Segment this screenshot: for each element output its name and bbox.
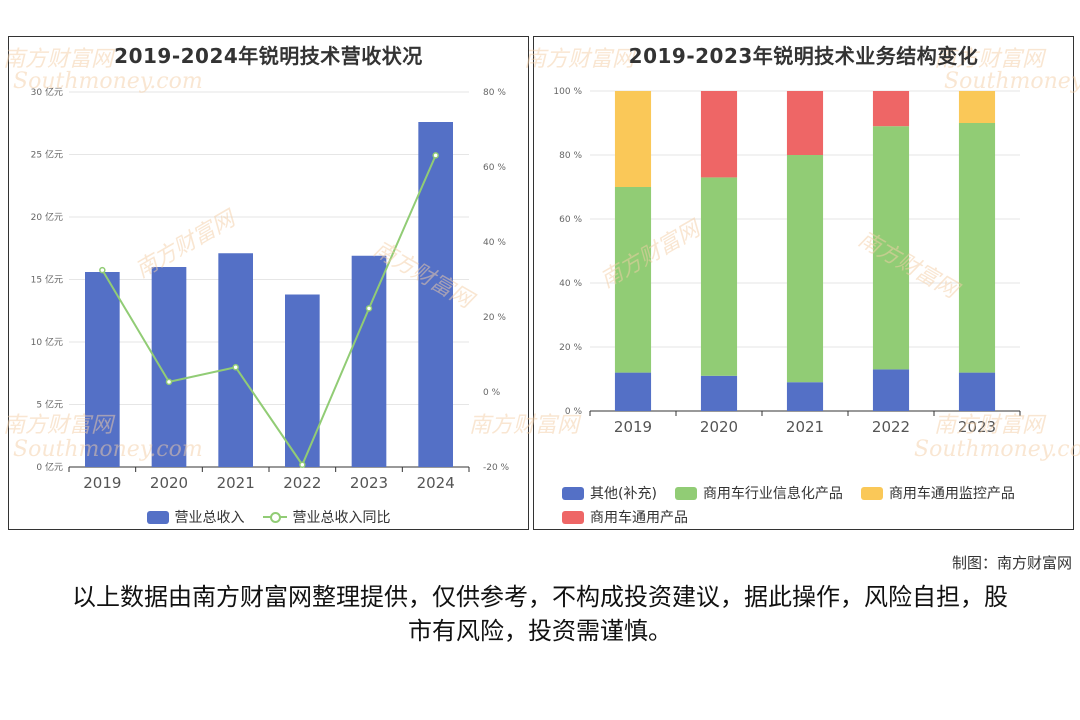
other-segment	[958, 372, 996, 411]
yoy-point	[299, 461, 306, 468]
x-tick-label: 2020	[150, 474, 188, 492]
legend-label-industry-info: 商用车行业信息化产品	[702, 486, 843, 502]
industry-info-segment	[614, 187, 652, 373]
disclaimer-text: 以上数据由南方财富网整理提供，仅供参考，不构成投资建议，据此操作，风险自担，股市…	[72, 583, 1008, 645]
y-right-tick-label: 0 %	[483, 388, 501, 398]
business-structure-legend: 其他(补充) 商用车行业信息化产品 商用车通用监控产品 商用车通用产品	[562, 483, 1053, 527]
y-right-tick-label: 60 %	[483, 163, 506, 173]
legend-swatch-other	[562, 486, 584, 500]
industry-info-segment	[872, 126, 910, 370]
legend-item-general-monitor[interactable]: 商用车通用监控产品	[860, 483, 1015, 503]
y-tick-label: 20 %	[559, 343, 582, 353]
x-tick-label: 2023	[958, 418, 996, 436]
x-tick-label: 2024	[417, 474, 455, 492]
revenue-bar	[151, 267, 187, 467]
legend-label-revenue: 营业总收入	[174, 510, 245, 526]
x-tick-label: 2021	[786, 418, 824, 436]
y-tick-label: 60 %	[559, 215, 582, 225]
legend-label-general-monitor: 商用车通用监控产品	[888, 486, 1015, 502]
y-tick-label: 40 %	[559, 279, 582, 289]
legend-item-revenue[interactable]: 营业总收入	[146, 507, 245, 527]
y-left-tick-label: 5 亿元	[36, 399, 63, 411]
legend-label-other: 其他(补充)	[590, 486, 657, 502]
business-structure-title: 2019-2023年锐明技术业务结构变化	[628, 44, 979, 68]
industry-info-segment	[958, 123, 996, 373]
y-right-tick-label: 20 %	[483, 313, 506, 323]
y-tick-label: 100 %	[553, 87, 582, 97]
legend-label-general-products: 商用车通用产品	[590, 510, 688, 526]
industry-info-segment	[786, 155, 824, 383]
yoy-point	[432, 152, 439, 159]
legend-item-other[interactable]: 其他(补充)	[562, 483, 657, 503]
x-tick-label: 2021	[217, 474, 255, 492]
revenue-chart-legend: 营业总收入 营业总收入同比	[9, 507, 528, 527]
y-left-tick-label: 25 亿元	[31, 149, 63, 161]
revenue-chart-panel: 2019-2024年锐明技术营收状况 0 亿元 5 亿元 10 亿元 15 亿元 20 …	[3, 36, 579, 530]
y-right-tick-label: 80 %	[483, 88, 506, 98]
y-right-tick-label: -20 %	[483, 463, 510, 473]
y-left-tick-label: 30 亿元	[31, 86, 63, 98]
legend-swatch-revenue	[146, 510, 169, 524]
other-segment	[700, 375, 738, 411]
y-left-tick-label: 20 亿元	[31, 211, 63, 223]
x-tick-label: 2019	[614, 418, 652, 436]
y-left-tick-label: 15 亿元	[31, 274, 63, 286]
x-tick-label: 2019	[83, 474, 121, 492]
x-tick-label: 2023	[350, 474, 388, 492]
other-segment	[786, 382, 824, 411]
industry-info-segment	[700, 177, 738, 376]
legend-swatch-yoy	[262, 510, 287, 524]
revenue-bar	[418, 122, 453, 467]
x-tick-label: 2022	[283, 474, 321, 492]
y-left-tick-label: 10 亿元	[31, 336, 63, 348]
general-products-segment	[700, 91, 738, 178]
x-tick-label: 2022	[872, 418, 910, 436]
other-segment	[872, 369, 910, 411]
business-structure-panel: 2019-2023年锐明技术业务结构变化 0 % 20 % 40 % 60 % 80 %…	[524, 36, 1080, 530]
revenue-chart-title: 2019-2024年锐明技术营收状况	[114, 44, 423, 68]
general-monitor-segment	[614, 91, 652, 187]
legend-item-yoy[interactable]: 营业总收入同比	[262, 507, 391, 527]
yoy-point	[232, 364, 239, 371]
x-tick-label: 2020	[700, 418, 738, 436]
general-products-segment	[786, 91, 824, 155]
revenue-bar	[285, 294, 320, 467]
y-left-tick-label: 0 亿元	[36, 461, 63, 473]
yoy-point	[165, 378, 173, 386]
revenue-chart-svg: 0 亿元 5 亿元 10 亿元 15 亿元 20 亿元 25 亿元 30 亿元 -20 % 0 …	[31, 86, 510, 492]
legend-item-industry-info[interactable]: 商用车行业信息化产品	[674, 483, 843, 503]
yoy-line	[101, 154, 437, 467]
legend-swatch-general-monitor	[860, 486, 883, 500]
general-products-segment	[872, 91, 910, 127]
revenue-bar	[85, 272, 120, 467]
chart-credit: 制图：南方财富网	[951, 554, 1072, 572]
y-tick-label: 80 %	[559, 151, 582, 161]
y-tick-label: 0 %	[565, 407, 583, 417]
legend-swatch-industry-info	[674, 486, 697, 500]
general-monitor-segment	[958, 91, 996, 123]
revenue-bar	[218, 253, 253, 467]
yoy-point	[99, 266, 106, 274]
legend-item-general-products[interactable]: 商用车通用产品	[562, 507, 688, 527]
legend-label-yoy: 营业总收入同比	[292, 510, 391, 526]
other-segment	[614, 372, 652, 411]
business-structure-svg: 0 % 20 % 40 % 60 % 80 % 100 % 2019 2020 2021 2022…	[553, 87, 1021, 436]
yoy-point	[365, 305, 373, 312]
revenue-bar	[351, 255, 387, 467]
legend-swatch-general-products	[562, 510, 584, 524]
y-right-tick-label: 40 %	[483, 238, 506, 248]
